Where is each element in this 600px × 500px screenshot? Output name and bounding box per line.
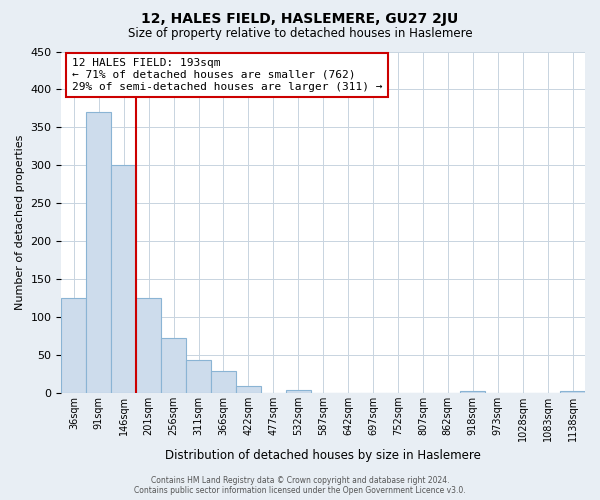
Bar [136, 298, 161, 393]
Bar [286, 390, 311, 393]
Bar [86, 112, 111, 393]
Bar [460, 392, 485, 393]
Text: 12 HALES FIELD: 193sqm
← 71% of detached houses are smaller (762)
29% of semi-de: 12 HALES FIELD: 193sqm ← 71% of detached… [72, 58, 382, 92]
X-axis label: Distribution of detached houses by size in Haslemere: Distribution of detached houses by size … [165, 450, 481, 462]
Bar [211, 371, 236, 393]
Text: Size of property relative to detached houses in Haslemere: Size of property relative to detached ho… [128, 28, 472, 40]
Y-axis label: Number of detached properties: Number of detached properties [15, 134, 25, 310]
Bar [186, 360, 211, 393]
Text: 12, HALES FIELD, HASLEMERE, GU27 2JU: 12, HALES FIELD, HASLEMERE, GU27 2JU [142, 12, 458, 26]
Bar [111, 166, 136, 393]
Bar [161, 338, 186, 393]
Bar [236, 386, 261, 393]
Bar [560, 392, 585, 393]
Bar [61, 298, 86, 393]
Text: Contains HM Land Registry data © Crown copyright and database right 2024.
Contai: Contains HM Land Registry data © Crown c… [134, 476, 466, 495]
